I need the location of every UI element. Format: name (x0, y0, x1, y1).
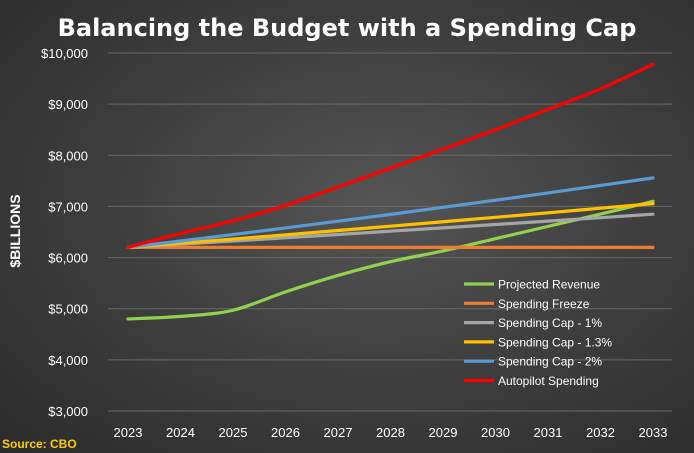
legend-label: Spending Cap - 1.3% (498, 335, 612, 349)
x-tick-label: 2031 (534, 425, 563, 440)
legend-label: Spending Freeze (498, 297, 590, 311)
series-line-spending-cap-1 (126, 212, 655, 249)
series-line-spending-cap-1-3 (126, 202, 655, 249)
x-tick-label: 2030 (481, 425, 510, 440)
y-tick-label: $4,000 (48, 353, 88, 368)
y-tick-label: $10,000 (41, 46, 88, 61)
x-tick-label: 2032 (586, 425, 615, 440)
x-tick-label: 2026 (271, 425, 300, 440)
y-tick-label: $6,000 (48, 251, 88, 266)
x-tick-label: 2029 (429, 425, 458, 440)
x-tick-label: 2028 (376, 425, 405, 440)
y-tick-label: $8,000 (48, 148, 88, 163)
chart-title: Balancing the Budget with a Spending Cap (58, 14, 637, 42)
y-tick-label: $5,000 (48, 302, 88, 317)
y-tick-label: $7,000 (48, 199, 88, 214)
legend-label: Projected Revenue (498, 278, 600, 292)
x-tick-label: 2033 (639, 425, 668, 440)
y-axis-label: $BILLIONS (7, 194, 23, 267)
series-line-autopilot-spending (126, 62, 655, 249)
gridlines (108, 52, 672, 412)
y-tick-label: $3,000 (48, 404, 88, 419)
y-tick-label: $9,000 (48, 97, 88, 112)
series-line-spending-cap-2 (126, 176, 655, 249)
x-tick-label: 2024 (166, 425, 195, 440)
series-lines (126, 62, 655, 321)
legend-label: Spending Cap - 2% (498, 355, 602, 369)
y-axis-ticks: $3,000 $4,000 $5,000 $6,000 $7,000 $8,000 $9,0… (41, 46, 88, 419)
x-tick-label: 2027 (324, 425, 353, 440)
legend-label: Autopilot Spending (498, 374, 599, 388)
x-axis-ticks: 2023 2024 2025 2026 2027 2028 2029 2030 2031 2032… (114, 425, 668, 440)
series-line-projected-revenue (126, 199, 655, 321)
x-tick-label: 2023 (114, 425, 143, 440)
legend: Projected Revenue Spending Freeze Spending… (464, 278, 612, 388)
x-tick-label: 2025 (219, 425, 248, 440)
legend-label: Spending Cap - 1% (498, 316, 602, 330)
source-note: Source: CBO (2, 437, 77, 451)
